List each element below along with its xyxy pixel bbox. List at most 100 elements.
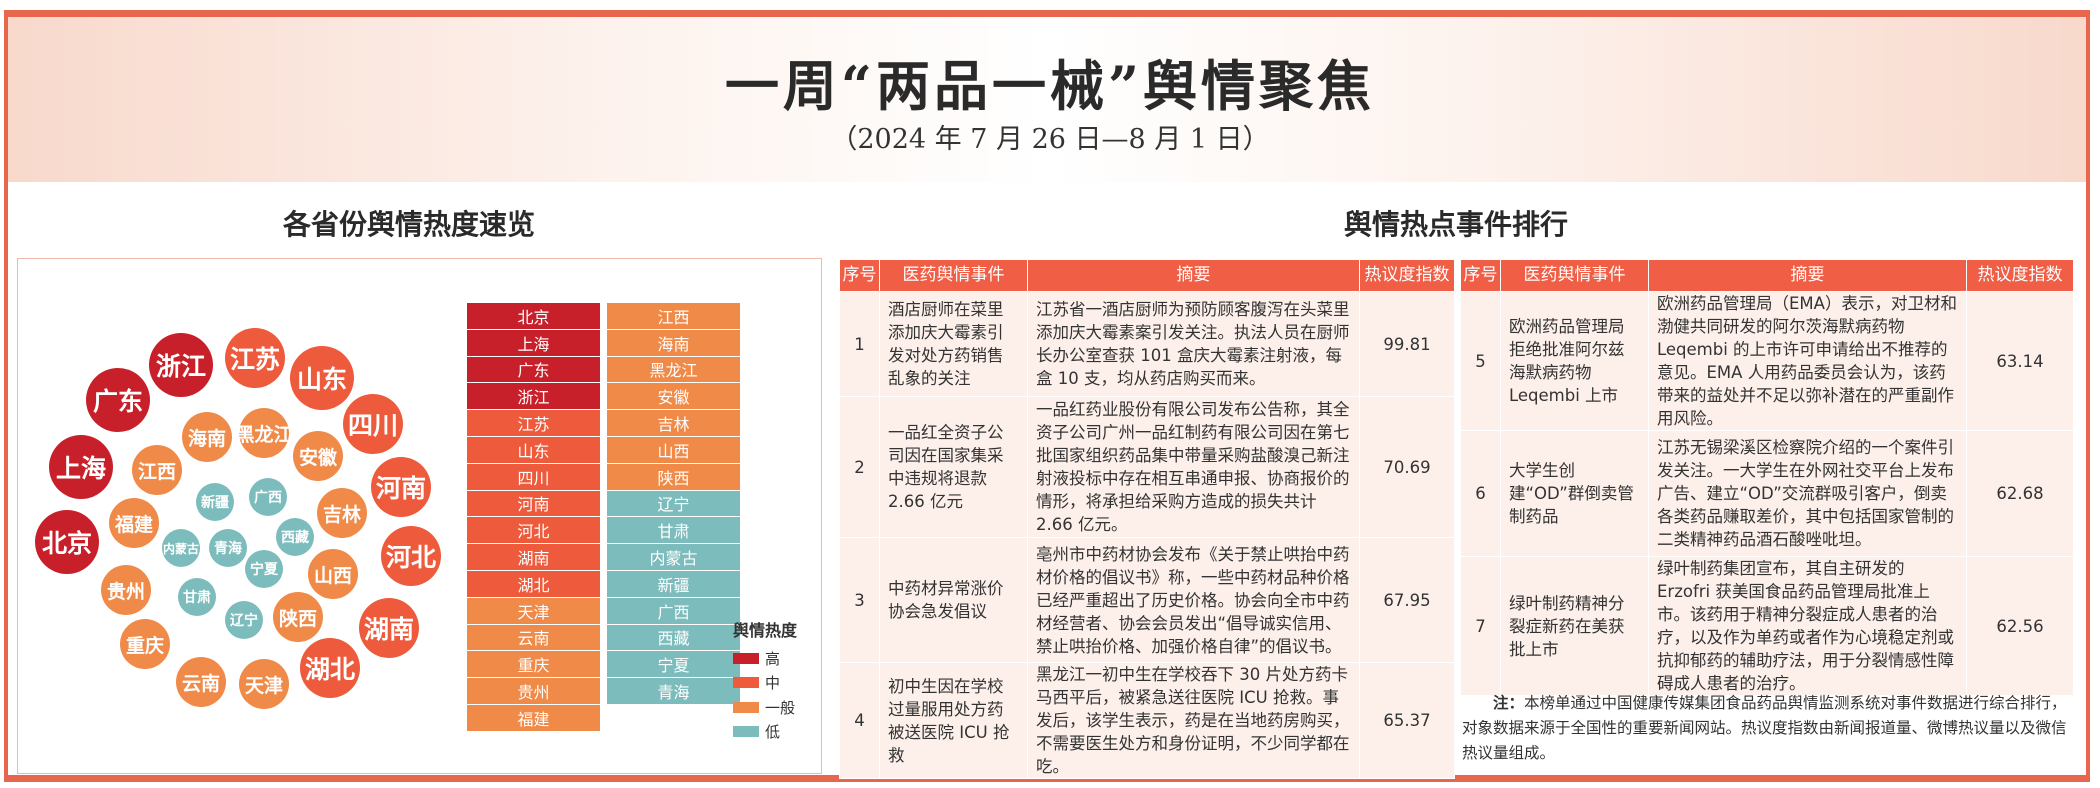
province-bubble: 贵州 bbox=[101, 565, 151, 615]
legend-label: 低 bbox=[765, 723, 781, 741]
province-bubble: 上海 bbox=[49, 435, 113, 499]
province-bubble: 海南 bbox=[182, 412, 232, 462]
province-rank-cell: 甘肃 bbox=[607, 517, 740, 545]
event-heat-index: 65.37 bbox=[1359, 662, 1455, 779]
province-bubble: 宁夏 bbox=[245, 550, 283, 588]
province-rank-cell: 内蒙古 bbox=[607, 544, 740, 571]
province-bubble: 黑龙江 bbox=[236, 408, 293, 458]
province-ranking-column-1: 北京 上海 广东 浙江 江苏 山东 四川 河南 河北 湖南 湖北 天津 云南 重庆 贵州 福建 bbox=[467, 303, 600, 732]
province-rank-cell: 陕西 bbox=[607, 463, 740, 491]
legend-label: 高 bbox=[765, 649, 781, 668]
province-bubble: 广东 bbox=[86, 368, 150, 432]
event-title: 初中生因在学校过量服用处方药被送医院 ICU 抢救 bbox=[879, 662, 1028, 779]
event-title: 中药材异常涨价协会急发倡议 bbox=[879, 537, 1028, 663]
province-rank-cell: 河北 bbox=[467, 517, 600, 545]
province-rank-cell: 湖南 bbox=[467, 544, 600, 571]
province-rank-cell: 黑龙江 bbox=[607, 356, 740, 384]
province-rank-cell: 上海 bbox=[467, 329, 600, 357]
events-table-right: 序号 医药舆情事件 摘要 热议度指数 5 欧洲药品管理局拒绝批准阿尔兹海默病药物 … bbox=[1460, 259, 2074, 696]
legend-swatch bbox=[733, 652, 759, 664]
province-rank-cell: 浙江 bbox=[467, 383, 600, 411]
footnote: 注：本榜单通过中国健康传媒集团食品药品舆情监测系统对事件数据进行综合排行，对象数… bbox=[1462, 690, 2068, 766]
legend-label: 中 bbox=[765, 674, 781, 692]
event-row: 5 欧洲药品管理局拒绝批准阿尔兹海默病药物 Leqembi 上市 欧洲药品管理局（E… bbox=[1460, 291, 2074, 431]
legend-title: 舆情热度 bbox=[733, 621, 798, 640]
province-rank-cell: 山西 bbox=[607, 436, 740, 464]
event-summary: 一品红药业股份有限公司发布公告称，其全资子公司广州一品红制药有限公司因在第七批国… bbox=[1027, 396, 1360, 538]
province-rank-cell: 海南 bbox=[607, 329, 740, 357]
date-range: （2024 年 7 月 26 日—8 月 1 日） bbox=[830, 124, 1270, 155]
province-bubble: 四川 bbox=[343, 394, 403, 454]
province-bubble: 江苏 bbox=[225, 328, 285, 388]
province-rank-cell: 北京 bbox=[467, 303, 600, 330]
event-heat-index: 67.95 bbox=[1359, 537, 1455, 663]
province-rank-cell: 新疆 bbox=[607, 570, 740, 598]
legend-item: 中 bbox=[733, 673, 780, 693]
event-row: 6 大学生创建“OD”群倒卖管制药品 江苏无锡梁溪区检察院介绍的一个案件引发关注。一… bbox=[1460, 430, 2074, 557]
province-rank-cell: 吉林 bbox=[607, 410, 740, 437]
province-bubble: 甘肃 bbox=[178, 578, 216, 616]
province-bubble: 云南 bbox=[176, 657, 226, 707]
event-rank: 7 bbox=[1460, 556, 1501, 696]
event-heat-index: 63.14 bbox=[1966, 291, 2074, 431]
province-rank-cell: 广西 bbox=[607, 597, 740, 625]
legend-item: 高 bbox=[733, 648, 780, 668]
col-header-event: 医药舆情事件 bbox=[1500, 259, 1649, 292]
header-banner bbox=[8, 17, 2086, 182]
legend-swatch bbox=[733, 677, 759, 688]
col-header-event: 医药舆情事件 bbox=[879, 259, 1028, 292]
col-header-summary: 摘要 bbox=[1648, 259, 1967, 292]
page-frame bbox=[4, 10, 2090, 782]
event-heat-index: 70.69 bbox=[1359, 396, 1455, 538]
event-title: 大学生创建“OD”群倒卖管制药品 bbox=[1500, 430, 1649, 557]
event-rank: 2 bbox=[839, 396, 880, 538]
province-bubble: 吉林 bbox=[317, 488, 367, 538]
province-bubble: 青海 bbox=[209, 529, 247, 567]
event-summary: 欧洲药品管理局（EMA）表示，对卫材和渤健共同研发的阿尔茨海默病药物 Leqem… bbox=[1648, 291, 1967, 431]
province-rank-cell: 四川 bbox=[467, 463, 600, 491]
event-row: 3 中药材异常涨价协会急发倡议 亳州市中药材协会发布《关于禁止哄抬中药材价格的倡议书… bbox=[839, 537, 1455, 663]
province-bubble: 西藏 bbox=[276, 518, 314, 556]
province-bubble: 安徽 bbox=[293, 431, 343, 481]
legend-swatch bbox=[733, 701, 759, 713]
legend-swatch bbox=[733, 726, 759, 737]
col-header-summary: 摘要 bbox=[1027, 259, 1360, 292]
province-bubble: 山东 bbox=[290, 346, 354, 410]
province-bubble: 北京 bbox=[35, 510, 99, 574]
province-bubble: 天津 bbox=[239, 659, 289, 709]
province-rank-cell: 天津 bbox=[467, 597, 600, 625]
province-bubble: 陕西 bbox=[273, 592, 323, 642]
province-bubble: 山西 bbox=[308, 549, 358, 599]
col-header-no: 序号 bbox=[839, 259, 880, 292]
province-bubble: 江西 bbox=[132, 445, 182, 495]
province-bubble: 河北 bbox=[381, 526, 441, 586]
province-rank-cell: 江西 bbox=[607, 303, 740, 330]
legend-item: 低 bbox=[733, 722, 780, 742]
event-summary: 江苏无锡梁溪区检察院介绍的一个案件引发关注。一大学生在外网社交平台上发布广告、建… bbox=[1648, 430, 1967, 557]
event-heat-index: 62.68 bbox=[1966, 430, 2074, 557]
event-summary: 亳州市中药材协会发布《关于禁止哄抬中药材价格的倡议书》称，一些中药材品种价格已经… bbox=[1027, 537, 1360, 663]
province-bubble: 河南 bbox=[371, 457, 431, 517]
province-bubble: 重庆 bbox=[120, 619, 170, 669]
event-rank: 5 bbox=[1460, 291, 1501, 431]
province-bubble: 湖南 bbox=[359, 598, 419, 658]
province-rank-cell: 贵州 bbox=[467, 678, 600, 705]
province-rank-cell: 安徽 bbox=[607, 383, 740, 411]
events-section-title: 舆情热点事件排行 bbox=[1343, 208, 1568, 241]
event-title: 欧洲药品管理局拒绝批准阿尔兹海默病药物 Leqembi 上市 bbox=[1500, 291, 1649, 431]
province-bubble: 广西 bbox=[249, 478, 287, 516]
event-row: 7 绿叶制药精神分裂症新药在美获批上市 绿叶制药集团宣布，其自主研发的 Erzofr… bbox=[1460, 556, 2074, 696]
event-rank: 6 bbox=[1460, 430, 1501, 557]
legend-label: 一般 bbox=[765, 698, 796, 717]
province-heat-panel bbox=[17, 258, 822, 774]
footnote-label: 注： bbox=[1493, 693, 1525, 712]
province-rank-cell: 宁夏 bbox=[607, 651, 740, 679]
province-bubble: 福建 bbox=[109, 498, 159, 548]
events-table-left: 序号 医药舆情事件 摘要 热议度指数 1 酒店厨师在菜里添加庆大霉素引发对处方药销… bbox=[839, 259, 1455, 779]
province-bubble: 新疆 bbox=[196, 483, 234, 521]
province-bubble: 辽宁 bbox=[225, 601, 263, 639]
page-title: 一周“两品一械”舆情聚焦 bbox=[724, 54, 1376, 118]
province-rank-cell: 西藏 bbox=[607, 624, 740, 652]
province-rank-cell: 辽宁 bbox=[607, 490, 740, 518]
province-bubble: 浙江 bbox=[149, 333, 213, 397]
